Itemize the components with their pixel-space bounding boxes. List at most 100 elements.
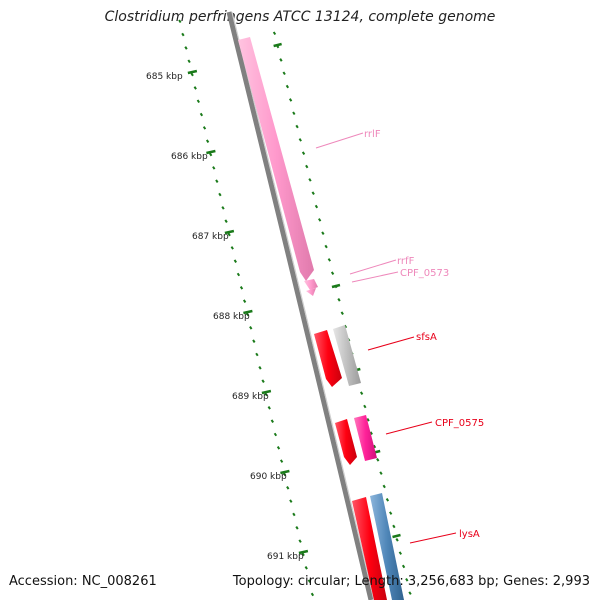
- minor-tick: [304, 565, 308, 570]
- inner-dot: [308, 178, 312, 182]
- leader-CPF_0575: [385, 421, 433, 435]
- minor-tick: [227, 232, 231, 237]
- tick-label: 686 kbp: [171, 152, 208, 162]
- inner-dot: [321, 231, 325, 235]
- minor-tick: [239, 286, 244, 290]
- leader-sfsA: [367, 336, 415, 351]
- inner-dot: [408, 591, 412, 595]
- tick-label: 685 kbp: [146, 72, 183, 82]
- inner-dot: [282, 71, 286, 76]
- feature-label-lysA[interactable]: lysA: [459, 529, 480, 540]
- tick-track: [178, 19, 315, 597]
- minor-tick: [267, 406, 271, 410]
- minor-tick: [190, 72, 194, 77]
- major-tick: [224, 229, 235, 235]
- feature-CPF_0575-magenta[interactable]: [354, 415, 377, 461]
- minor-tick: [283, 472, 287, 477]
- minor-tick: [295, 526, 299, 530]
- inner-dot: [295, 124, 299, 129]
- minor-tick: [199, 112, 204, 117]
- feature-sfsA-arrow[interactable]: [314, 330, 342, 387]
- minor-tick: [273, 432, 278, 437]
- inner-dot: [279, 58, 283, 62]
- inner-dot: [379, 471, 383, 475]
- inner-dot: [298, 138, 302, 142]
- minor-tick: [298, 539, 302, 543]
- minor-tick: [184, 46, 188, 50]
- major-tick: [187, 69, 198, 75]
- inner-dot: [272, 31, 277, 36]
- inner-dot: [359, 391, 364, 395]
- inner-dotted-track: [272, 31, 412, 595]
- leader-rrlF: [315, 132, 364, 149]
- minor-tick: [292, 512, 296, 517]
- minor-tick: [255, 352, 259, 357]
- minor-tick: [215, 179, 219, 183]
- inner-dot: [285, 84, 290, 89]
- map-title: Clostridium perfringens ATCC 13124, comp…: [104, 9, 496, 25]
- minor-tick: [221, 206, 225, 210]
- backbone: [226, 11, 375, 600]
- minor-tick: [276, 446, 281, 450]
- minor-tick: [212, 166, 216, 170]
- inner-dot: [305, 164, 309, 169]
- inner-dot: [314, 204, 319, 209]
- minor-tick: [233, 259, 237, 263]
- inner-dot: [382, 484, 386, 489]
- inner-dot: [366, 418, 370, 422]
- accession-text: Accession: NC_008261: [9, 574, 157, 589]
- tick-label: 690 kbp: [250, 472, 287, 482]
- minor-tick: [236, 272, 241, 277]
- inner-dot: [340, 311, 344, 315]
- major-tick: [206, 149, 216, 155]
- major-tick: [261, 389, 272, 395]
- minor-tick: [246, 312, 250, 317]
- inner-dot: [398, 551, 402, 555]
- leader-lysA: [409, 532, 457, 544]
- feature-label-sfsA[interactable]: sfsA: [416, 332, 437, 343]
- feature-label-CPF_0575[interactable]: CPF_0575: [435, 418, 484, 429]
- inner-dot: [327, 258, 331, 262]
- inner-dot: [395, 538, 399, 542]
- inner-dot: [363, 404, 367, 409]
- label-leaders: [315, 132, 457, 544]
- minor-tick: [279, 459, 284, 463]
- feature-label-rrlF[interactable]: rrlF: [364, 129, 381, 140]
- minor-tick: [252, 339, 256, 343]
- minor-tick: [209, 152, 213, 157]
- tick-label: 687 kbp: [192, 232, 229, 242]
- inner-dot: [401, 564, 406, 569]
- inner-dot: [405, 577, 409, 582]
- tick-label: 689 kbp: [232, 392, 269, 402]
- inner-dot: [330, 271, 335, 275]
- inner-major-tick: [273, 42, 282, 48]
- feature-blue-cds[interactable]: [370, 493, 404, 600]
- minor-tick: [264, 392, 268, 397]
- minor-tick: [196, 99, 200, 104]
- inner-dot: [288, 98, 293, 102]
- inner-dot: [318, 218, 322, 222]
- inner-dot: [311, 191, 315, 195]
- major-tick: [243, 309, 253, 315]
- minor-tick: [193, 86, 197, 90]
- minor-tick: [270, 419, 274, 423]
- inner-dot: [392, 524, 396, 529]
- minor-tick: [224, 219, 228, 223]
- feature-gray-cds[interactable]: [333, 325, 361, 386]
- feature-lysA-red[interactable]: [352, 497, 387, 600]
- inner-dot: [324, 244, 328, 249]
- minor-tick: [178, 19, 182, 24]
- feature-rrfF-arrow[interactable]: [304, 279, 318, 296]
- leader-rrfF: [349, 259, 397, 275]
- inner-dot: [372, 444, 377, 449]
- feature-label-CPF_0573[interactable]: CPF_0573: [400, 268, 449, 279]
- inner-dot: [292, 111, 296, 116]
- minor-tick: [307, 579, 311, 583]
- feature-CPF_0575-red-arrow[interactable]: [335, 419, 357, 465]
- tick-label: 691 kbp: [267, 552, 304, 562]
- minor-tick: [289, 499, 293, 503]
- inner-dot: [369, 431, 373, 435]
- feature-rrlF-arrow[interactable]: [238, 37, 314, 281]
- feature-label-rrfF[interactable]: rrfF: [397, 256, 415, 267]
